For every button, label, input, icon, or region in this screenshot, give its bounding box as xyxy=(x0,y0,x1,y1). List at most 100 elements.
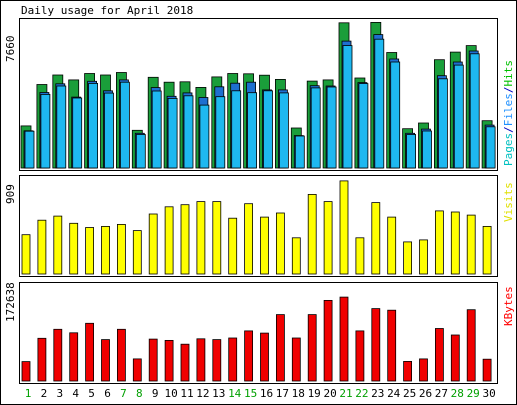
visits-bar-day-3 xyxy=(53,215,63,275)
visits-bar-day-27 xyxy=(434,210,444,275)
kbytes-bar-day-27 xyxy=(434,328,444,382)
visits-ymax-label: 909 xyxy=(4,184,17,204)
kbytes-bar-day-30 xyxy=(482,358,492,382)
legend-segment-1-1: / xyxy=(502,126,515,133)
x-label-day-22: 22 xyxy=(355,387,368,400)
visits-bar-day-11 xyxy=(180,204,190,275)
legend-text-2: Visits xyxy=(502,182,515,222)
pages-bar-day-3 xyxy=(56,85,67,169)
pages-bar-day-26 xyxy=(422,130,432,169)
visits-bar-day-20 xyxy=(323,201,333,275)
x-label-day-18: 18 xyxy=(292,387,305,400)
pages-bar-day-25 xyxy=(406,134,417,169)
visits-bar-day-13 xyxy=(212,201,222,275)
visits-bar-day-24 xyxy=(387,216,397,275)
x-label-day-1: 1 xyxy=(25,387,32,400)
pages-bar-day-6 xyxy=(104,92,114,169)
visits-bar-day-30 xyxy=(482,225,492,275)
visits-bars xyxy=(21,180,492,275)
visits-panel-frame xyxy=(19,175,498,277)
kbytes-legend: KBytes xyxy=(502,286,515,326)
hits-ymax-label: 7660 xyxy=(4,36,17,63)
kbytes-bar-day-2 xyxy=(37,337,47,382)
x-label-day-29: 29 xyxy=(467,387,480,400)
x-label-day-4: 4 xyxy=(72,387,79,400)
x-label-day-19: 19 xyxy=(308,387,321,400)
visits-bar-day-10 xyxy=(164,206,174,275)
kbytes-bar-day-13 xyxy=(212,339,222,382)
kbytes-bar-day-25 xyxy=(403,360,413,382)
x-label-day-15: 15 xyxy=(244,387,257,400)
pages-bar-day-2 xyxy=(40,94,51,169)
x-label-day-25: 25 xyxy=(403,387,416,400)
visits-bar-day-8 xyxy=(132,230,142,275)
kbytes-bars xyxy=(21,296,492,382)
visits-bar-day-6 xyxy=(101,225,110,275)
kbytes-bar-day-15 xyxy=(244,330,254,382)
visits-bar-day-23 xyxy=(371,202,381,275)
pages-bar-day-12 xyxy=(199,104,210,169)
visits-bar-day-26 xyxy=(419,239,428,275)
x-label-day-13: 13 xyxy=(212,387,225,400)
x-label-day-12: 12 xyxy=(196,387,209,400)
visits-bar-day-17 xyxy=(275,212,285,275)
kbytes-bar-day-10 xyxy=(164,339,174,382)
pages-bar-day-8 xyxy=(135,134,146,169)
legend-text-1: Pages/Files/Hits xyxy=(502,60,515,166)
pages-bar-day-29 xyxy=(469,53,480,169)
pages-bar-day-4 xyxy=(72,97,83,169)
x-label-day-30: 30 xyxy=(482,387,495,400)
kbytes-bar-day-7 xyxy=(117,328,126,382)
pages-bar-day-22 xyxy=(358,83,369,169)
x-label-day-14: 14 xyxy=(228,387,242,400)
kbytes-bar-day-1 xyxy=(21,361,31,382)
kbytes-bar-day-3 xyxy=(53,328,63,382)
visits-bar-day-5 xyxy=(85,227,94,275)
visits-bar-day-28 xyxy=(450,211,460,275)
pages-bar-day-11 xyxy=(183,95,194,169)
visits-bar-day-19 xyxy=(307,193,317,275)
kbytes-bar-day-8 xyxy=(132,358,142,382)
pages-bar-day-18 xyxy=(294,135,305,169)
pages-bar-day-13 xyxy=(215,96,226,169)
kbytes-ymax-label: 172638 xyxy=(4,282,17,322)
legend-segment-2-0: Visits xyxy=(502,182,515,222)
kbytes-bar-day-5 xyxy=(85,322,94,382)
kbytes-bar-day-26 xyxy=(419,358,428,382)
pages-bar-day-19 xyxy=(310,87,321,169)
visits-bar-day-14 xyxy=(228,217,238,275)
x-label-day-26: 26 xyxy=(419,387,432,400)
legend-segment-1-2: Files xyxy=(502,93,515,126)
legend-segment-1-0: Pages xyxy=(502,133,515,166)
visits-bar-day-29 xyxy=(466,214,476,275)
day-axis-labels: 1 2 3 4 5 6 7 8 9 10 11 12 13 14 15 16 17 18 19 20 21 22 23 24 2… xyxy=(25,387,496,400)
pages-bar-day-17 xyxy=(278,92,289,169)
kbytes-bar-day-16 xyxy=(260,332,269,382)
x-label-day-6: 6 xyxy=(104,387,111,400)
visits-bar-day-16 xyxy=(260,216,269,275)
kbytes-bar-day-12 xyxy=(196,338,206,382)
x-label-day-7: 7 xyxy=(120,387,127,400)
x-label-day-9: 9 xyxy=(152,387,159,400)
visits-bar-day-7 xyxy=(117,223,126,275)
kbytes-bar-day-24 xyxy=(387,309,397,382)
pages-bar-day-27 xyxy=(437,78,448,169)
kbytes-bar-day-22 xyxy=(355,330,365,382)
pages-bar-day-23 xyxy=(374,38,385,169)
legend-segment-1-3: / xyxy=(502,87,515,94)
kbytes-bar-day-23 xyxy=(371,308,381,382)
legend-segment-1-4: Hits xyxy=(502,60,515,87)
visits-bar-day-12 xyxy=(196,201,206,275)
kbytes-bar-day-20 xyxy=(323,299,333,382)
x-label-day-17: 17 xyxy=(276,387,289,400)
visits-bar-day-1 xyxy=(21,234,31,275)
visits-bar-day-21 xyxy=(339,180,349,275)
chart-title: Daily usage for April 2018 xyxy=(21,4,193,17)
x-label-day-2: 2 xyxy=(41,387,48,400)
kbytes-bar-day-14 xyxy=(228,337,238,382)
x-label-day-20: 20 xyxy=(323,387,336,400)
kbytes-bar-day-19 xyxy=(307,314,317,382)
pages-bar-day-15 xyxy=(247,92,258,169)
